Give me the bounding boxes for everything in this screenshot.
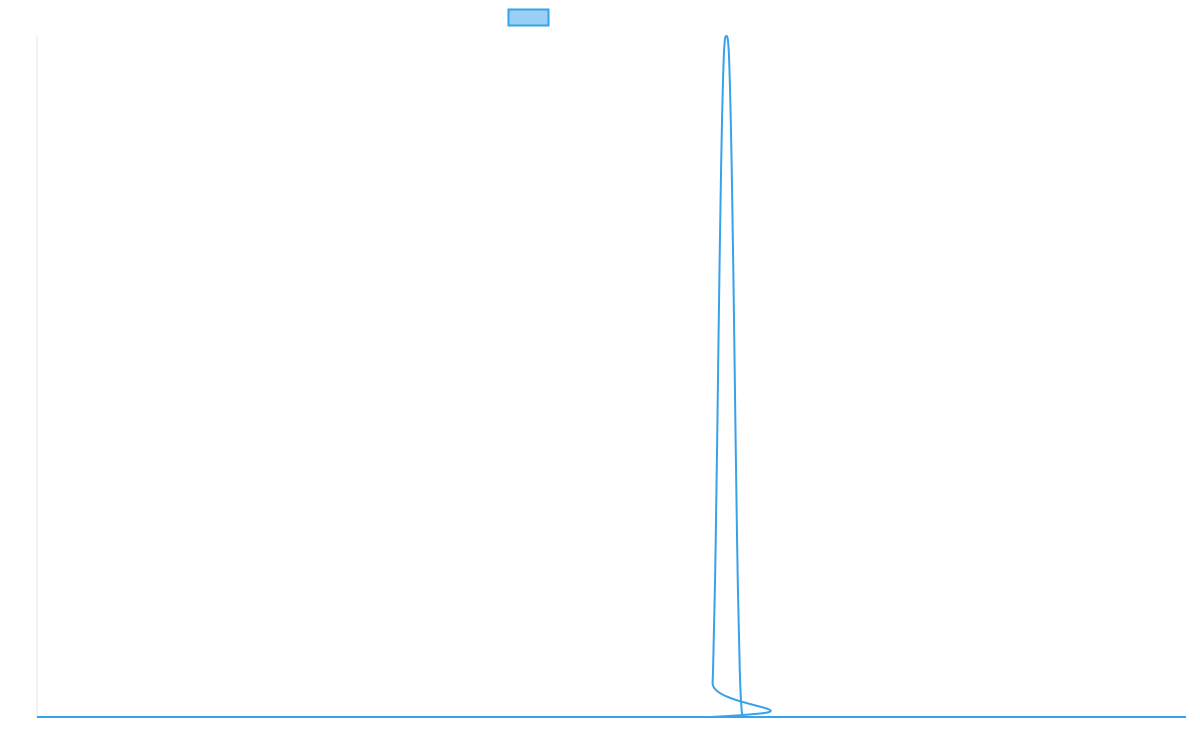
legend[interactable] xyxy=(507,8,550,27)
series-layer xyxy=(36,35,1186,719)
legend-swatch-0[interactable] xyxy=(507,8,550,27)
axes xyxy=(36,36,1186,718)
series-line-0 xyxy=(36,35,1186,719)
